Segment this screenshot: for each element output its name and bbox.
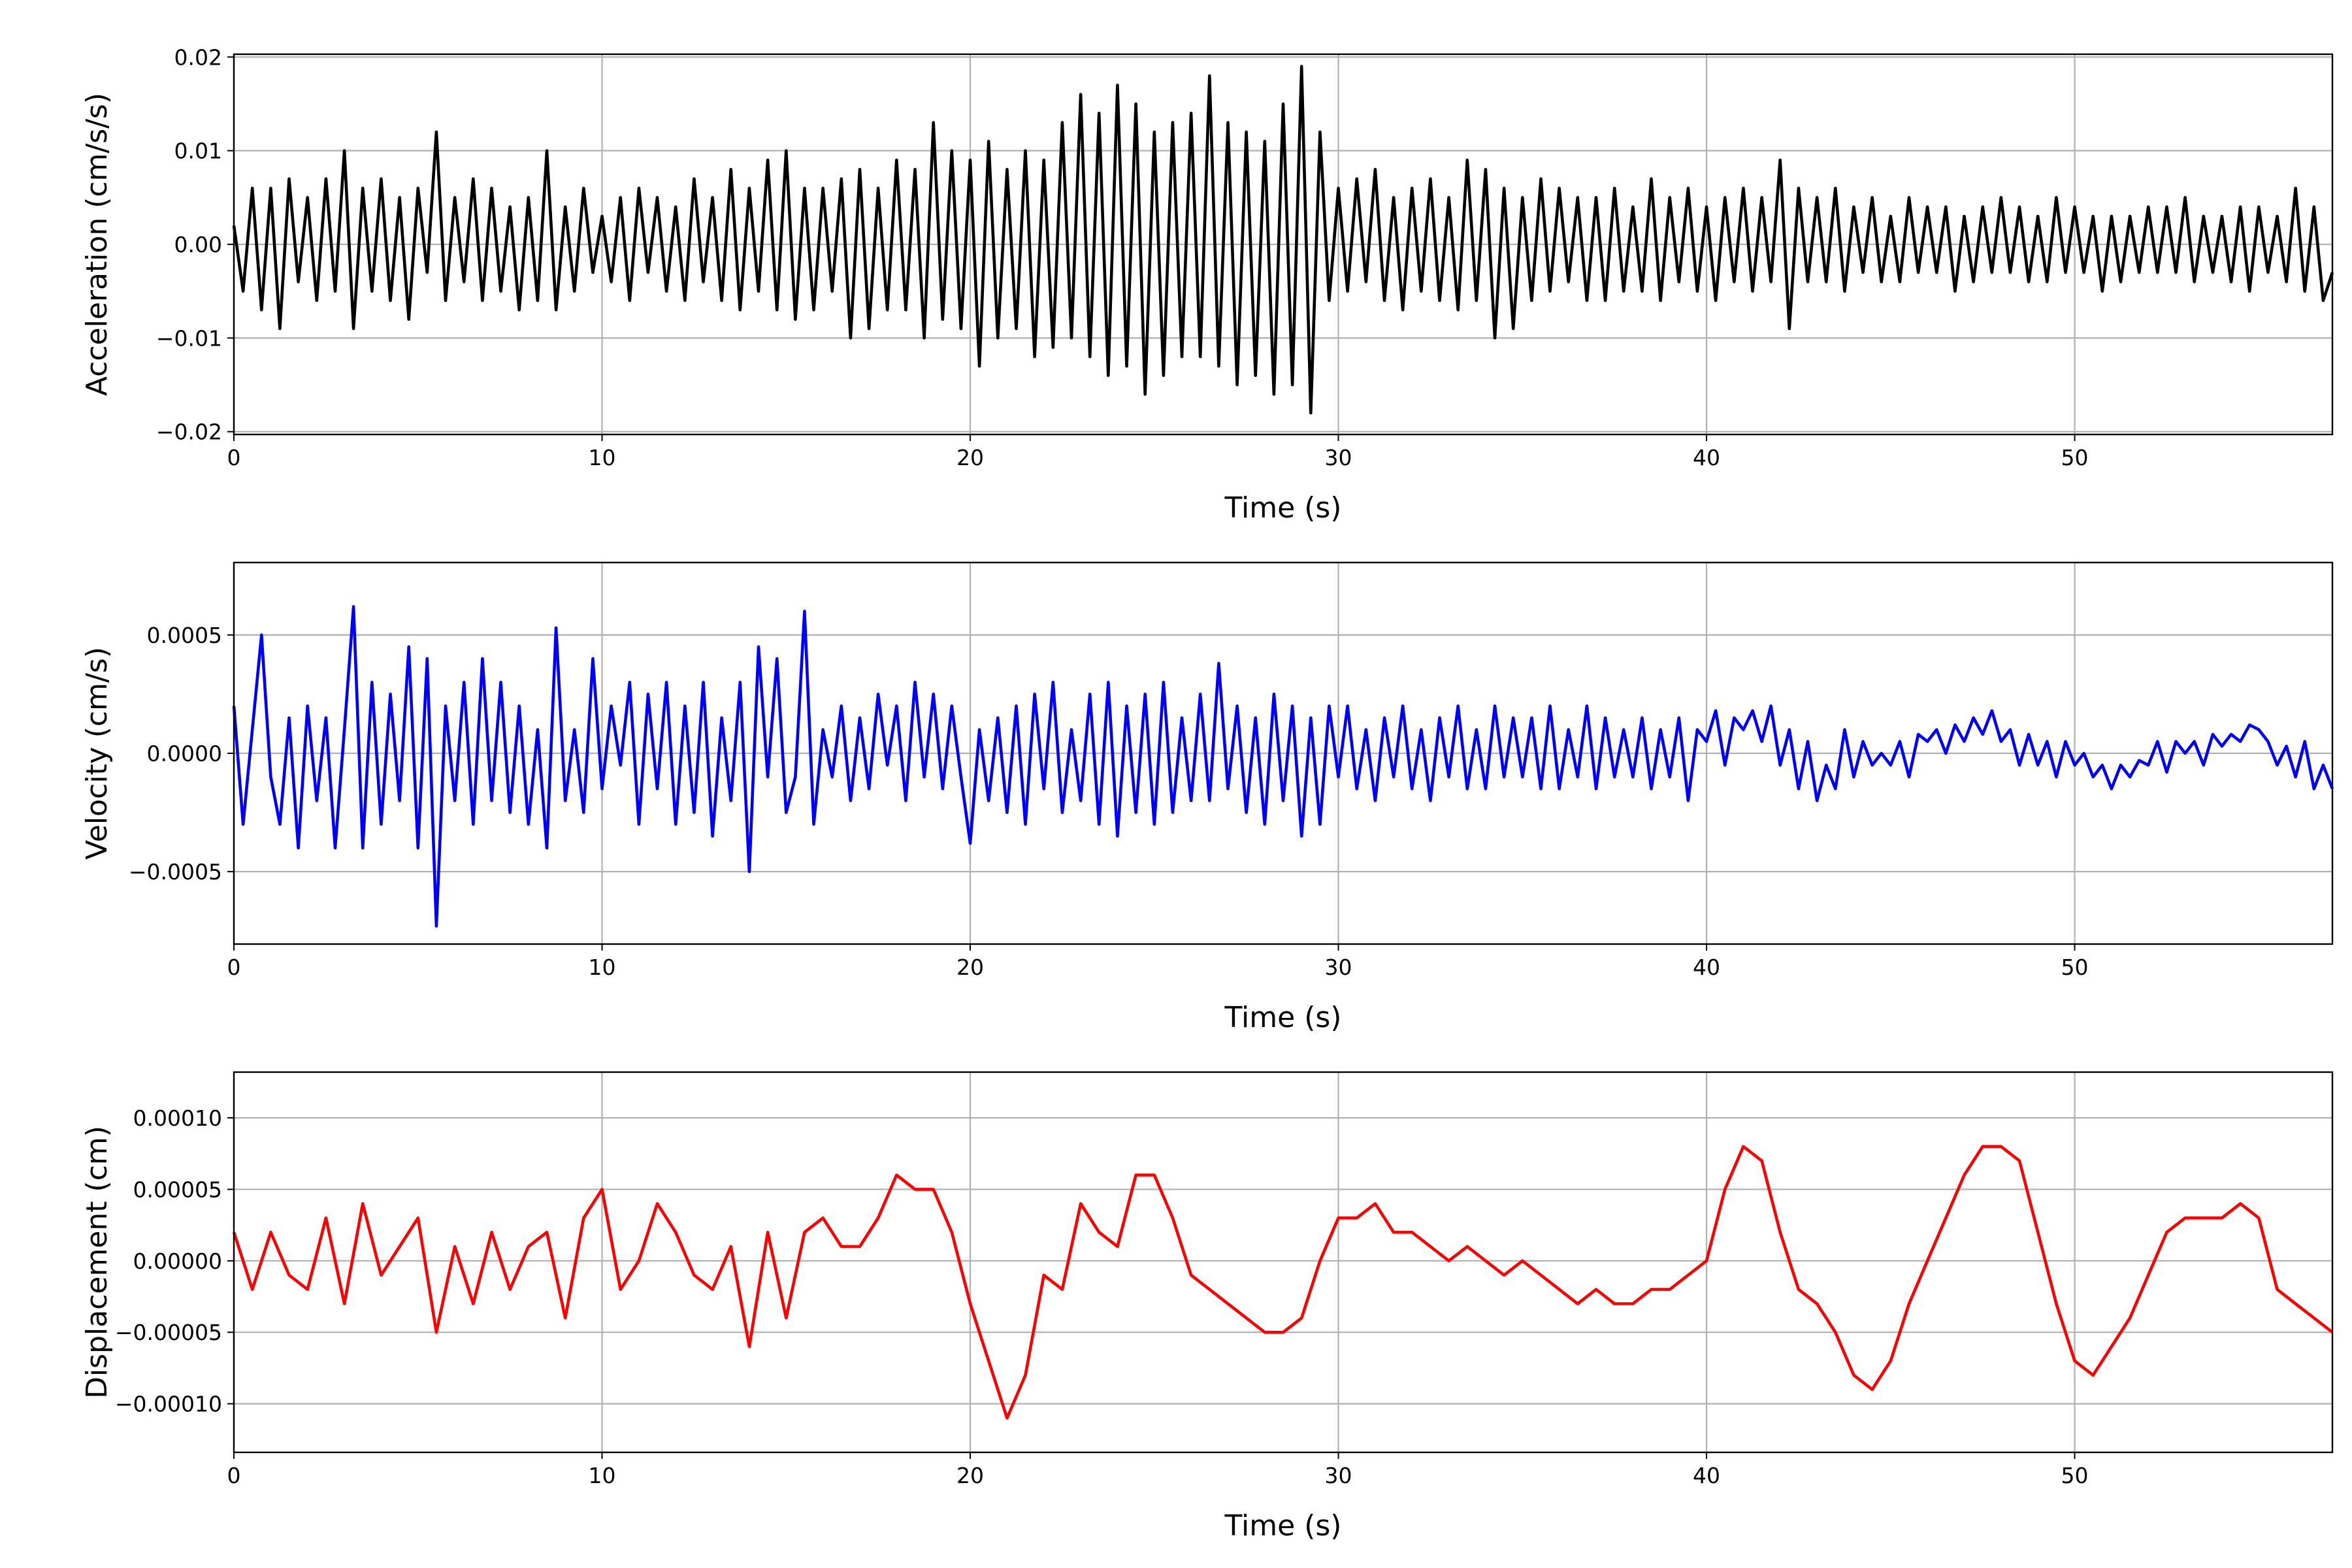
displacement-y-tick-label: −0.00010	[115, 1392, 222, 1417]
acceleration-subplot: 0 10 20 30 40 50 0.02 0.01 0.00 −0.01 −0.02 Time (s…	[80, 44, 2334, 525]
velocity-x-tick-label: 30	[1325, 955, 1352, 980]
velocity-x-tick-label: 0	[227, 955, 241, 980]
acceleration-x-tick-label: 40	[1693, 445, 1720, 470]
acceleration-y-tick-label: 0.02	[174, 44, 222, 70]
acceleration-x-tick-label: 30	[1325, 445, 1352, 470]
acceleration-y-axis-label: Acceleration (cm/s/s)	[80, 93, 114, 396]
displacement-x-tick-label: 10	[589, 1463, 616, 1488]
acceleration-series-line	[232, 65, 2334, 415]
displacement-x-tick-label: 40	[1693, 1463, 1720, 1488]
displacement-y-axis-label: Displacement (cm)	[80, 1126, 114, 1399]
acceleration-y-tick-label: 0.01	[174, 139, 222, 164]
acceleration-y-tick-label: −0.02	[156, 419, 222, 445]
acceleration-x-tick-label: 50	[2061, 445, 2089, 470]
velocity-y-tick-label: 0.0005	[147, 623, 222, 648]
displacement-x-tick-label: 20	[956, 1463, 984, 1488]
acceleration-x-tick-label: 0	[227, 445, 241, 470]
acceleration-x-tick-label: 10	[589, 445, 616, 470]
velocity-series-line	[232, 605, 2334, 928]
velocity-x-axis-label: Time (s)	[1224, 1001, 1342, 1034]
displacement-series-line	[232, 1145, 2334, 1420]
displacement-x-tick-label: 30	[1325, 1463, 1352, 1488]
velocity-y-tick-label: 0.0000	[147, 741, 222, 766]
velocity-x-tick-label: 10	[589, 955, 616, 980]
acceleration-x-axis-label: Time (s)	[1224, 491, 1342, 525]
displacement-x-tick-label: 50	[2061, 1463, 2089, 1488]
displacement-subplot: 0 10 20 30 40 50 0.00010 0.00005 0.00000 −0.00005…	[80, 1071, 2334, 1543]
velocity-x-tick-label: 50	[2061, 955, 2089, 980]
displacement-y-tick-label: −0.00005	[115, 1320, 222, 1345]
acceleration-x-tick-label: 20	[956, 445, 984, 470]
displacement-y-tick-label: 0.00010	[133, 1105, 222, 1131]
displacement-x-tick-label: 0	[227, 1463, 241, 1488]
displacement-y-tick-label: 0.00005	[133, 1177, 222, 1202]
displacement-x-axis-label: Time (s)	[1224, 1509, 1342, 1543]
velocity-y-axis-label: Velocity (cm/s)	[80, 647, 114, 860]
displacement-y-tick-label: 0.00000	[133, 1249, 222, 1274]
displacement-axes-frame	[233, 1071, 2334, 1454]
acceleration-y-tick-label: −0.01	[156, 325, 222, 351]
velocity-y-tick-label: −0.0005	[129, 859, 222, 885]
velocity-x-tick-label: 40	[1693, 955, 1720, 980]
velocity-subplot: 0 10 20 30 40 50 0.0005 0.0000 −0.0005 Time (s) Ve…	[80, 561, 2334, 1034]
velocity-x-tick-label: 20	[956, 955, 984, 980]
acceleration-y-tick-label: 0.00	[174, 232, 222, 257]
